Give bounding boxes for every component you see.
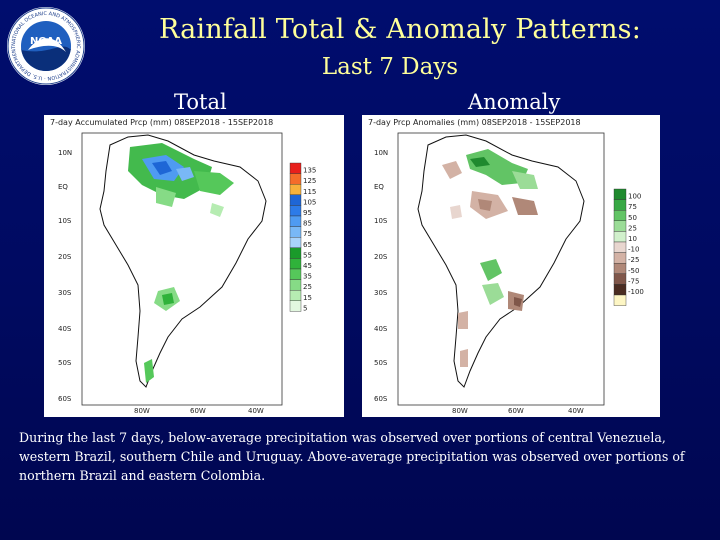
anomaly-legend-swatch-3 bbox=[613, 220, 627, 232]
anomaly-legend-swatch-2 bbox=[613, 209, 627, 221]
anomaly-legend: 100 75 50 25 10 -10 -25 -50 -75 -100 bbox=[613, 188, 644, 306]
total-legend-swatch-5 bbox=[289, 215, 302, 227]
anomaly-legend-swatch-10 bbox=[613, 294, 627, 306]
total-legend-label-3: 105 bbox=[303, 198, 316, 206]
total-legend-label-2: 115 bbox=[303, 188, 316, 196]
total-legend-label-7: 65 bbox=[303, 241, 312, 249]
total-label: Total bbox=[174, 90, 227, 114]
anomaly-precip-map: 7-day Prcp Anomalies (mm) 08SEP2018 - 15… bbox=[362, 115, 660, 417]
total-legend-swatch-9 bbox=[289, 258, 302, 270]
anomaly-lon-60w: 60W bbox=[508, 407, 524, 415]
anomaly-legend-label-8: -75 bbox=[628, 277, 639, 285]
total-map-header: 7-day Accumulated Prcp (mm) 08SEP2018 - … bbox=[50, 118, 273, 127]
anomaly-legend-swatch-6 bbox=[613, 252, 627, 264]
total-lat-10s: 10S bbox=[58, 217, 72, 225]
anomaly-legend-swatch-8 bbox=[613, 273, 627, 285]
total-legend-swatch-8 bbox=[289, 247, 302, 259]
total-legend-label-5: 85 bbox=[303, 220, 312, 228]
total-legend-label-11: 25 bbox=[303, 283, 312, 291]
total-legend-label-13: 5 bbox=[303, 304, 307, 312]
anomaly-legend-label-5: -10 bbox=[628, 246, 639, 254]
total-legend-label-1: 125 bbox=[303, 177, 316, 185]
total-legend-swatch-0 bbox=[289, 162, 302, 174]
total-legend-label-6: 75 bbox=[303, 230, 312, 238]
anomaly-lat-30s: 30S bbox=[374, 289, 388, 297]
anomaly-patches bbox=[442, 149, 538, 367]
anomaly-lat-10n: 10N bbox=[374, 149, 388, 157]
anomaly-lat-10s: 10S bbox=[374, 217, 388, 225]
total-lon-40w: 40W bbox=[248, 407, 264, 415]
total-legend-swatch-6 bbox=[289, 226, 302, 238]
anomaly-legend-swatch-5 bbox=[613, 241, 627, 253]
anomaly-legend-label-0: 100 bbox=[628, 193, 641, 201]
anomaly-lat-eq: EQ bbox=[374, 183, 384, 191]
anomaly-legend-swatch-9 bbox=[613, 284, 627, 296]
anomaly-lat-40s: 40S bbox=[374, 325, 388, 333]
total-legend-label-12: 15 bbox=[303, 294, 312, 302]
total-legend-label-9: 45 bbox=[303, 262, 312, 270]
anomaly-legend-swatch-7 bbox=[613, 262, 627, 274]
total-legend-swatch-4 bbox=[289, 205, 302, 217]
total-lat-40s: 40S bbox=[58, 325, 72, 333]
continent-outline bbox=[99, 134, 267, 388]
total-lon-60w: 60W bbox=[190, 407, 206, 415]
total-lat-30s: 30S bbox=[58, 289, 72, 297]
anomaly-lat-50s: 50S bbox=[374, 359, 388, 367]
anomaly-lat-60s: 60S bbox=[374, 395, 388, 403]
anomaly-lon-40w: 40W bbox=[568, 407, 584, 415]
noaa-logo: NATIONAL OCEANIC AND ATMOSPHERIC ADMINIS… bbox=[4, 2, 86, 86]
logo-text: NOAA bbox=[30, 36, 62, 47]
total-lat-eq: EQ bbox=[58, 183, 68, 191]
slide-title: Rainfall Total & Anomaly Patterns: bbox=[158, 14, 642, 45]
anomaly-lon-80w: 80W bbox=[452, 407, 468, 415]
anomaly-legend-label-3: 25 bbox=[628, 224, 637, 232]
total-legend-swatch-7 bbox=[289, 236, 302, 248]
anomaly-legend-label-7: -50 bbox=[628, 267, 639, 275]
total-legend-label-10: 35 bbox=[303, 273, 312, 281]
total-legend: 135 125 115 105 95 85 75 65 55 45 35 25 15 5 bbox=[289, 162, 316, 312]
total-legend-label-8: 55 bbox=[303, 251, 312, 259]
anomaly-legend-label-1: 75 bbox=[628, 203, 637, 211]
total-legend-swatch-12 bbox=[289, 289, 302, 301]
total-precip-map: 7-day Accumulated Prcp (mm) 08SEP2018 - … bbox=[44, 115, 344, 417]
anomaly-label: Anomaly bbox=[468, 90, 561, 114]
total-lat-50s: 50S bbox=[58, 359, 72, 367]
total-legend-label-0: 135 bbox=[303, 167, 316, 175]
total-legend-swatch-2 bbox=[289, 183, 302, 195]
total-lat-10n: 10N bbox=[58, 149, 72, 157]
anomaly-legend-label-6: -25 bbox=[628, 256, 639, 264]
anomaly-legend-label-9: -100 bbox=[628, 288, 644, 296]
total-legend-swatch-10 bbox=[289, 268, 302, 280]
total-legend-label-4: 95 bbox=[303, 209, 312, 217]
anomaly-legend-swatch-1 bbox=[613, 199, 627, 211]
total-lat-60s: 60S bbox=[58, 395, 72, 403]
anomaly-legend-label-2: 50 bbox=[628, 214, 637, 222]
anomaly-legend-label-4: 10 bbox=[628, 235, 637, 243]
anomaly-lat-20s: 20S bbox=[374, 253, 388, 261]
total-lat-20s: 20S bbox=[58, 253, 72, 261]
total-lon-80w: 80W bbox=[134, 407, 150, 415]
total-legend-swatch-11 bbox=[289, 279, 302, 291]
rainfall-patches bbox=[128, 143, 234, 383]
slide-subtitle: Last 7 Days bbox=[321, 54, 459, 80]
anomaly-legend-swatch-4 bbox=[613, 231, 627, 243]
anomaly-legend-swatch-0 bbox=[613, 188, 627, 200]
slide-caption: During the last 7 days, below-average pr… bbox=[19, 430, 685, 483]
total-legend-swatch-13 bbox=[289, 300, 302, 312]
total-legend-swatch-3 bbox=[289, 194, 302, 206]
anomaly-map-header: 7-day Prcp Anomalies (mm) 08SEP2018 - 15… bbox=[368, 118, 581, 127]
total-legend-swatch-1 bbox=[289, 173, 302, 185]
